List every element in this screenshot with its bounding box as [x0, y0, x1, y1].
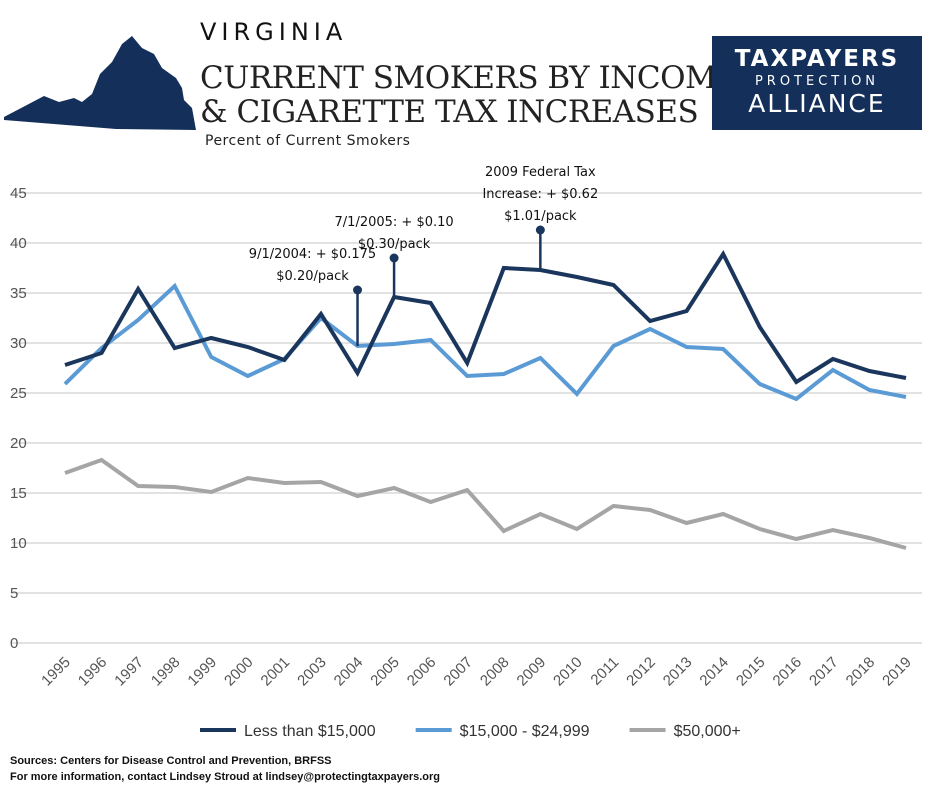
x-tick-label: 2013	[660, 654, 696, 690]
x-tick-label: 2014	[696, 654, 732, 690]
y-tick-label: 0	[10, 635, 18, 652]
x-tick-label: 1997	[111, 654, 147, 690]
x-tick-label: 1995	[38, 654, 74, 690]
logo-line-3: ALLIANCE	[748, 89, 886, 118]
x-tick-label: 2004	[331, 654, 367, 690]
x-tick-label: 2008	[477, 654, 513, 690]
title-line-1: CURRENT SMOKERS BY INCOME	[200, 60, 739, 96]
footer: Sources: Centers for Disease Control and…	[10, 753, 440, 785]
annotation-marker	[389, 253, 399, 263]
x-tick-label: 2001	[258, 654, 294, 690]
x-tick-label: 1996	[75, 654, 111, 690]
x-tick-label: 2003	[294, 654, 330, 690]
y-tick-label: 20	[10, 435, 27, 452]
x-tick-label: 2010	[550, 654, 586, 690]
x-tick-label: 2019	[879, 654, 915, 690]
series-line	[63, 282, 907, 402]
annotation-text: 7/1/2005: + $0.10	[335, 215, 454, 230]
annotation-text: $0.30/pack	[358, 237, 431, 252]
contact-text: For more information, contact Lindsey St…	[10, 771, 441, 783]
logo-line-1: TAXPAYERS	[734, 46, 900, 72]
annotation-text: 2009 Federal Tax	[485, 165, 596, 180]
annotation-marker	[353, 285, 363, 295]
y-tick-label: 45	[10, 185, 27, 202]
x-tick-label: 2005	[367, 654, 403, 690]
y-tick-label: 40	[10, 235, 27, 252]
legend-label: Less than $15,000	[244, 723, 376, 740]
y-tick-label: 15	[10, 485, 27, 502]
annotation-text: 9/1/2004: + $0.175	[249, 247, 376, 262]
y-tick-label: 35	[10, 285, 27, 302]
x-tick-label: 2006	[404, 654, 440, 690]
logo-line-2: PROTECTION	[754, 74, 880, 89]
y-tick-label: 30	[10, 335, 27, 352]
annotation-text: $0.20/pack	[276, 269, 349, 284]
y-tick-label: 5	[10, 585, 18, 602]
x-tick-label: 2015	[733, 654, 769, 690]
x-tick-label: 2007	[440, 654, 476, 690]
series-line	[64, 457, 907, 550]
x-tick-label: 2009	[514, 654, 550, 690]
y-tick-label: 25	[10, 385, 27, 402]
x-tick-label: 1998	[148, 654, 184, 690]
x-tick-label: 2000	[221, 654, 257, 690]
x-tick-label: 2016	[770, 654, 806, 690]
x-tick-label: 2011	[587, 654, 622, 689]
subtitle: Percent of Current Smokers	[205, 133, 411, 149]
legend-label: $15,000 - $24,999	[460, 723, 590, 740]
y-tick-label: 10	[10, 535, 27, 552]
sources-text: Sources: Centers for Disease Control and…	[10, 755, 332, 767]
state-name: VIRGINIA	[200, 18, 348, 46]
annotation-text: Increase: + $0.62	[482, 187, 598, 202]
title-line-2: & CIGARETTE TAX INCREASES	[200, 94, 699, 130]
annotation-text: $1.01/pack	[504, 209, 577, 224]
legend-label: $50,000+	[674, 723, 741, 740]
annotation-marker	[535, 225, 545, 235]
x-tick-label: 1999	[184, 654, 220, 690]
x-tick-label: 2018	[843, 654, 879, 690]
x-tick-label: 2017	[806, 654, 842, 690]
virginia-map-icon	[4, 36, 196, 130]
taxpayers-protection-alliance-logo: TAXPAYERS PROTECTION ALLIANCE	[712, 36, 922, 130]
x-tick-label: 2012	[623, 654, 659, 690]
series-line	[64, 249, 907, 385]
